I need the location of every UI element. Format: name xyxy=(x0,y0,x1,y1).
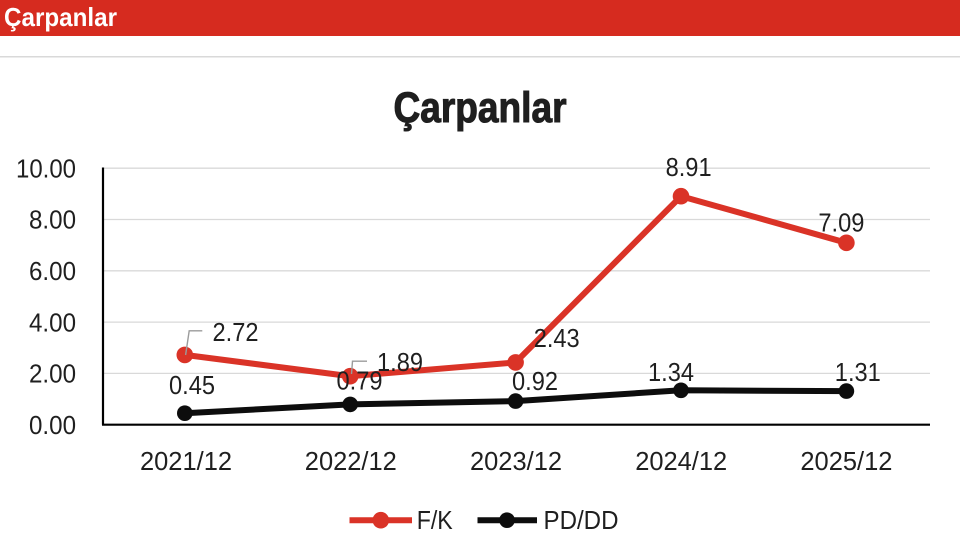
svg-text:0.79: 0.79 xyxy=(337,366,383,396)
svg-text:2.00: 2.00 xyxy=(29,359,76,389)
svg-text:6.00: 6.00 xyxy=(29,256,76,286)
svg-text:2023/12: 2023/12 xyxy=(470,446,562,476)
svg-text:2.43: 2.43 xyxy=(534,323,580,353)
svg-text:2.72: 2.72 xyxy=(213,317,259,347)
svg-text:1.31: 1.31 xyxy=(835,357,881,387)
svg-text:F/K: F/K xyxy=(417,505,454,535)
svg-text:0.45: 0.45 xyxy=(169,370,215,400)
svg-text:4.00: 4.00 xyxy=(29,307,76,337)
svg-text:10.00: 10.00 xyxy=(16,153,76,183)
svg-text:7.09: 7.09 xyxy=(818,208,864,238)
svg-text:2021/12: 2021/12 xyxy=(140,446,232,476)
svg-text:2025/12: 2025/12 xyxy=(800,446,892,476)
svg-text:0.00: 0.00 xyxy=(29,410,76,440)
svg-text:1.34: 1.34 xyxy=(648,357,694,387)
svg-text:2024/12: 2024/12 xyxy=(635,446,727,476)
svg-text:8.91: 8.91 xyxy=(666,152,712,182)
svg-text:8.00: 8.00 xyxy=(29,205,76,235)
svg-text:Çarpanlar: Çarpanlar xyxy=(394,84,567,132)
svg-text:Çarpanlar: Çarpanlar xyxy=(4,2,117,32)
svg-text:0.92: 0.92 xyxy=(512,366,558,396)
svg-text:PD/DD: PD/DD xyxy=(544,505,619,535)
svg-text:2022/12: 2022/12 xyxy=(305,446,397,476)
svg-text:1.89: 1.89 xyxy=(377,347,423,377)
